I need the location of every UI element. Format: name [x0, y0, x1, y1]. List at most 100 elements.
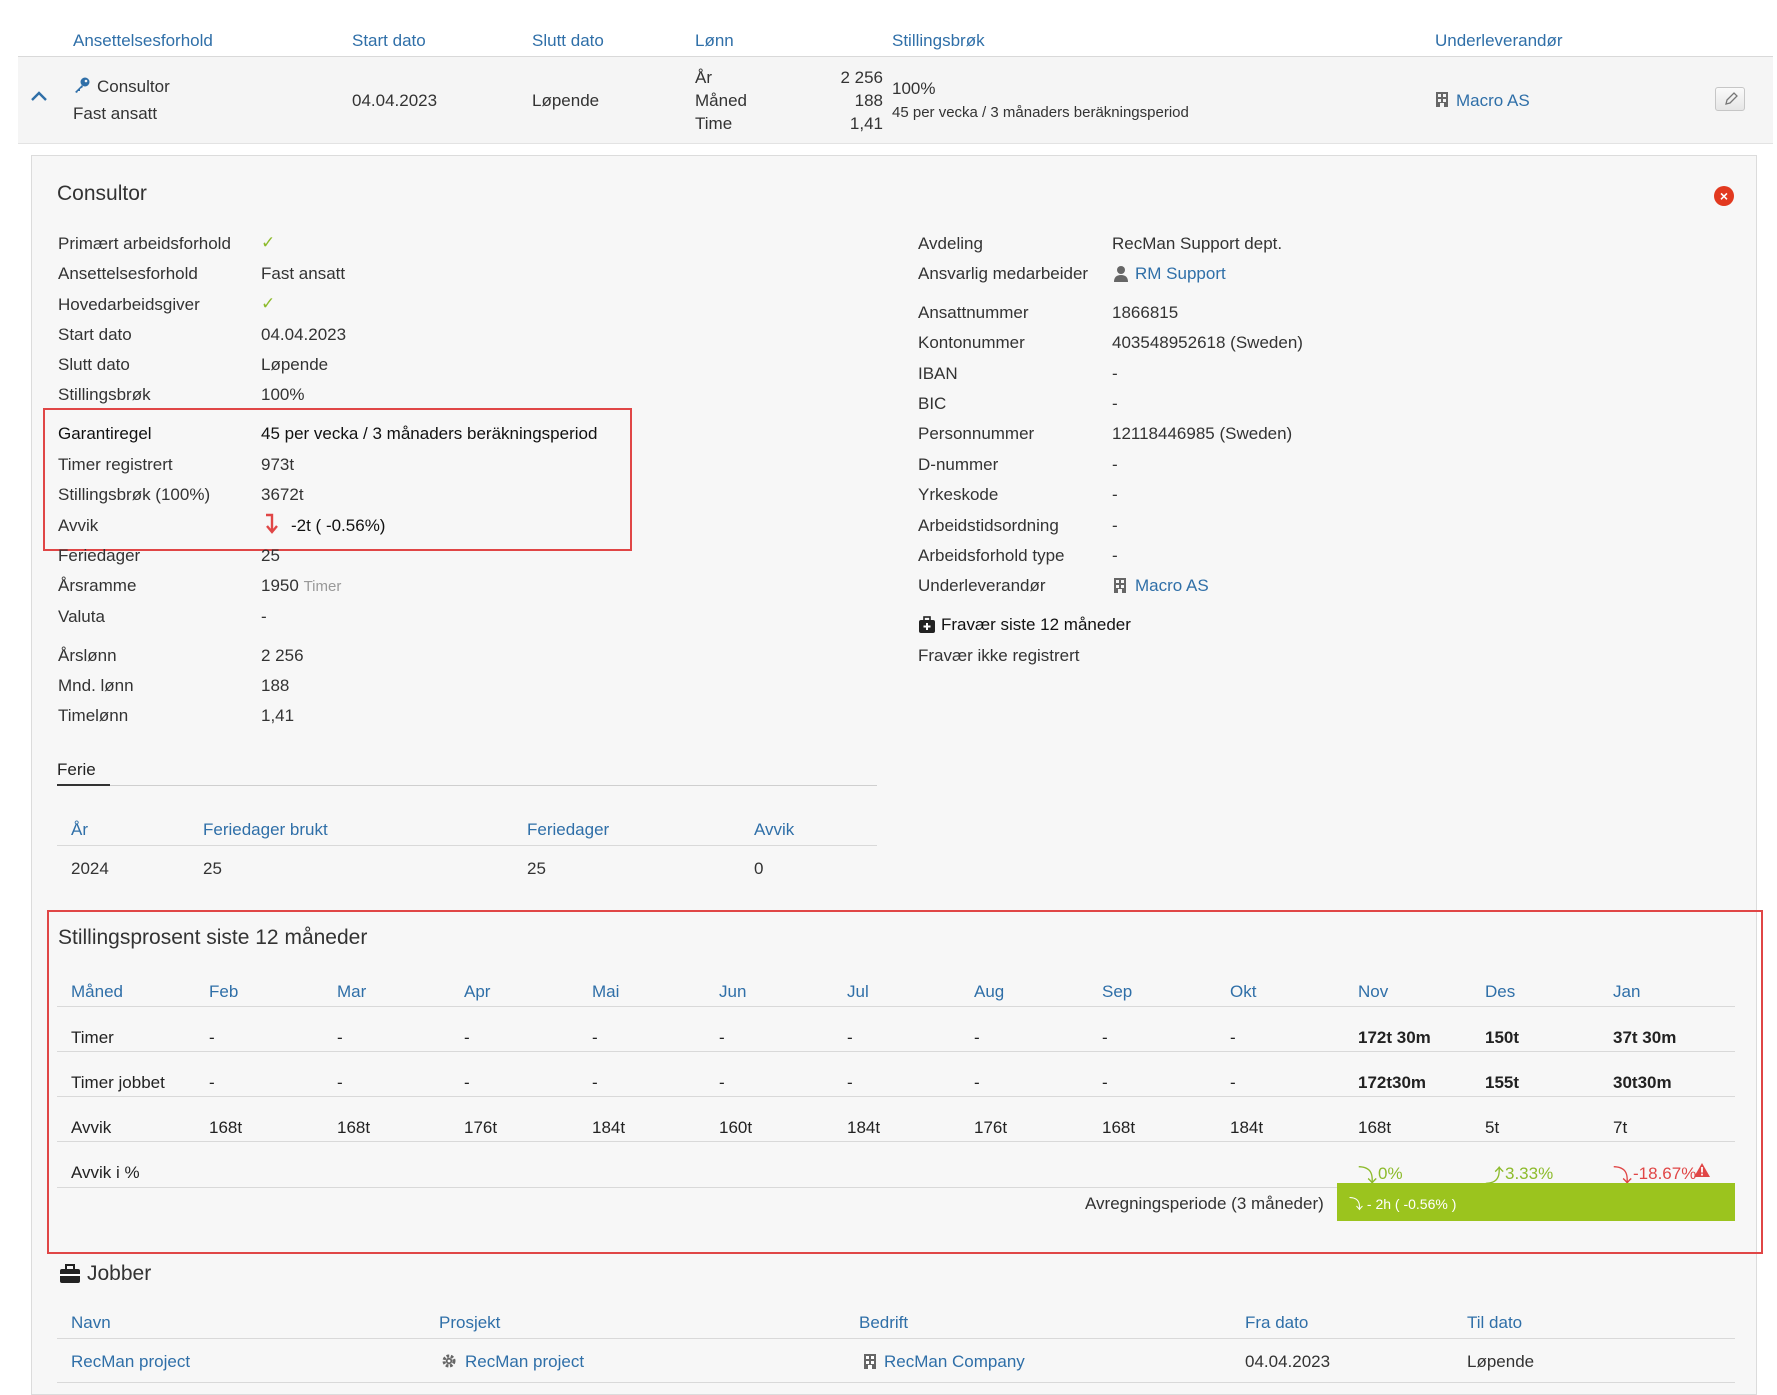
col-header-underleverandor[interactable]: Underleverandør [1435, 31, 1563, 50]
value-ansettelse: Fast ansatt [261, 264, 346, 283]
stilling-cell: 155t [1485, 1073, 1520, 1092]
stilling-col-month[interactable]: Apr [464, 982, 491, 1001]
value-ansattnummer: 1866815 [1112, 303, 1179, 322]
period-bar: ⤵ - 2h ( -0.56% ) [1337, 1183, 1735, 1221]
label-avdeling: Avdeling [918, 234, 983, 253]
stilling-cell: 176t [464, 1118, 498, 1137]
arrow-down-icon [263, 512, 281, 541]
label-feriedager: Feriedager [58, 546, 141, 565]
label-bic: BIC [918, 394, 947, 413]
divider [57, 1382, 1735, 1383]
stilling-cell: 168t [1102, 1118, 1136, 1137]
jobber-col-fra[interactable]: Fra dato [1245, 1313, 1309, 1332]
label-dnummer: D-nummer [918, 455, 999, 474]
stilling-cell: - [1102, 1028, 1108, 1047]
value-avdeling: RecMan Support dept. [1112, 234, 1283, 253]
ferie-col-feriedager[interactable]: Feriedager [527, 820, 610, 839]
jobber-title: Jobber [87, 1262, 152, 1285]
ferie-cell: 2024 [71, 859, 109, 878]
stilling-cell: 168t [1358, 1118, 1392, 1137]
underleverandor-link[interactable]: Macro AS [1135, 576, 1209, 595]
stilling-col-month[interactable]: Sep [1102, 982, 1133, 1001]
col-header-start-dato[interactable]: Start dato [352, 31, 426, 50]
employment-row[interactable]: Consultor Fast ansatt 04.04.2023 Løpende… [18, 57, 1773, 144]
check-icon: ✓ [261, 233, 276, 252]
job-project-link[interactable]: RecMan project [465, 1352, 585, 1371]
tab-ferie[interactable]: Ferie [57, 760, 110, 786]
stilling-title: Stillingsprosent siste 12 måneder [58, 926, 368, 949]
stilling-cell: - [592, 1028, 598, 1047]
stilling-cell: 7t [1613, 1118, 1628, 1137]
arrow-down-icon: ⤵ [1613, 1166, 1633, 1187]
stilling-cell: 172t 30m [1358, 1028, 1431, 1047]
stilling-cell: - [464, 1073, 470, 1092]
col-header-ansettelsesforhold[interactable]: Ansettelsesforhold [73, 31, 213, 50]
stilling-cell: - [209, 1028, 215, 1047]
stilling-col-month[interactable]: Nov [1358, 982, 1389, 1001]
salary-label-month: Måned [695, 91, 747, 110]
value-yrkeskode: - [1112, 485, 1118, 504]
stilling-col-month[interactable]: Mar [337, 982, 367, 1001]
job-name-link[interactable]: RecMan project [71, 1352, 191, 1371]
stilling-col-month[interactable]: Jul [847, 982, 869, 1001]
ferie-col-brukt[interactable]: Feriedager brukt [203, 820, 328, 839]
stilling-col-month[interactable]: Jan [1613, 982, 1641, 1001]
chevron-up-icon[interactable] [30, 87, 48, 107]
stilling-cell: 184t [592, 1118, 626, 1137]
row-label: Timer [71, 1028, 114, 1047]
ansvarlig-link[interactable]: RM Support [1135, 264, 1226, 283]
value-timer: 973t [261, 455, 295, 474]
value-start: 04.04.2023 [261, 325, 347, 344]
label-iban: IBAN [918, 364, 958, 383]
value-mnd: 188 [261, 676, 290, 695]
label-slutt: Slutt dato [58, 355, 130, 374]
col-header-stillingsbrok[interactable]: Stillingsbrøk [892, 31, 985, 50]
col-header-lonn[interactable]: Lønn [695, 31, 734, 50]
ferie-col-avvik[interactable]: Avvik [754, 820, 795, 839]
label-ansvarlig: Ansvarlig medarbeider [918, 264, 1089, 283]
employment-type: Fast ansatt [73, 104, 158, 123]
jobber-col-prosjekt[interactable]: Prosjekt [439, 1313, 501, 1332]
stilling-cell: 168t [209, 1118, 243, 1137]
value-timelonn: 1,41 [261, 706, 295, 725]
subcontractor-link[interactable]: Macro AS [1456, 91, 1530, 110]
job-company-link[interactable]: RecMan Company [884, 1352, 1025, 1371]
stilling-col-month[interactable]: Mai [592, 982, 620, 1001]
label-arbeidstid: Arbeidstidsordning [918, 516, 1059, 535]
label-ansettelse: Ansettelsesforhold [58, 264, 198, 283]
stilling-col-month[interactable]: Okt [1230, 982, 1257, 1001]
job-to: Løpende [1467, 1352, 1535, 1371]
close-icon[interactable]: × [1714, 186, 1734, 206]
value-slutt: Løpende [261, 355, 329, 374]
label-timelonn: Timelønn [58, 706, 129, 725]
pencil-icon [1723, 91, 1739, 112]
stilling-cell: - [719, 1073, 725, 1092]
stilling-col-month[interactable]: Des [1485, 982, 1516, 1001]
label-kontonummer: Kontonummer [918, 333, 1025, 352]
ferie-cell: 25 [527, 859, 546, 878]
col-header-slutt-dato[interactable]: Slutt dato [532, 31, 604, 50]
key-icon [73, 76, 91, 99]
salary-value-year: 2 256 [840, 68, 883, 87]
stilling-col-month[interactable]: Aug [974, 982, 1005, 1001]
stilling-col-maned[interactable]: Måned [71, 982, 123, 1001]
stilling-col-month[interactable]: Jun [719, 982, 747, 1001]
label-yrkeskode: Yrkeskode [918, 485, 999, 504]
edit-button[interactable] [1715, 87, 1745, 111]
divider [57, 1141, 1735, 1142]
label-mnd: Mnd. lønn [58, 676, 134, 695]
avvik-pct-value: 0% [1378, 1164, 1403, 1183]
stilling-cell: - [974, 1028, 980, 1047]
value-arsramme: 1950 Timer [261, 576, 341, 596]
jobber-col-navn[interactable]: Navn [71, 1313, 111, 1332]
tab-bar [57, 785, 877, 786]
stilling-col-month[interactable]: Feb [209, 982, 239, 1001]
avvik-pct-value: -18.67% [1633, 1164, 1697, 1183]
value-brok: 100% [261, 385, 305, 404]
value-bic: - [1112, 394, 1118, 413]
jobber-col-bedrift[interactable]: Bedrift [859, 1313, 909, 1332]
salary-value-month: 188 [854, 91, 883, 110]
label-brok: Stillingsbrøk [58, 385, 151, 404]
jobber-col-til[interactable]: Til dato [1467, 1313, 1523, 1332]
ferie-col-ar[interactable]: År [71, 820, 88, 839]
